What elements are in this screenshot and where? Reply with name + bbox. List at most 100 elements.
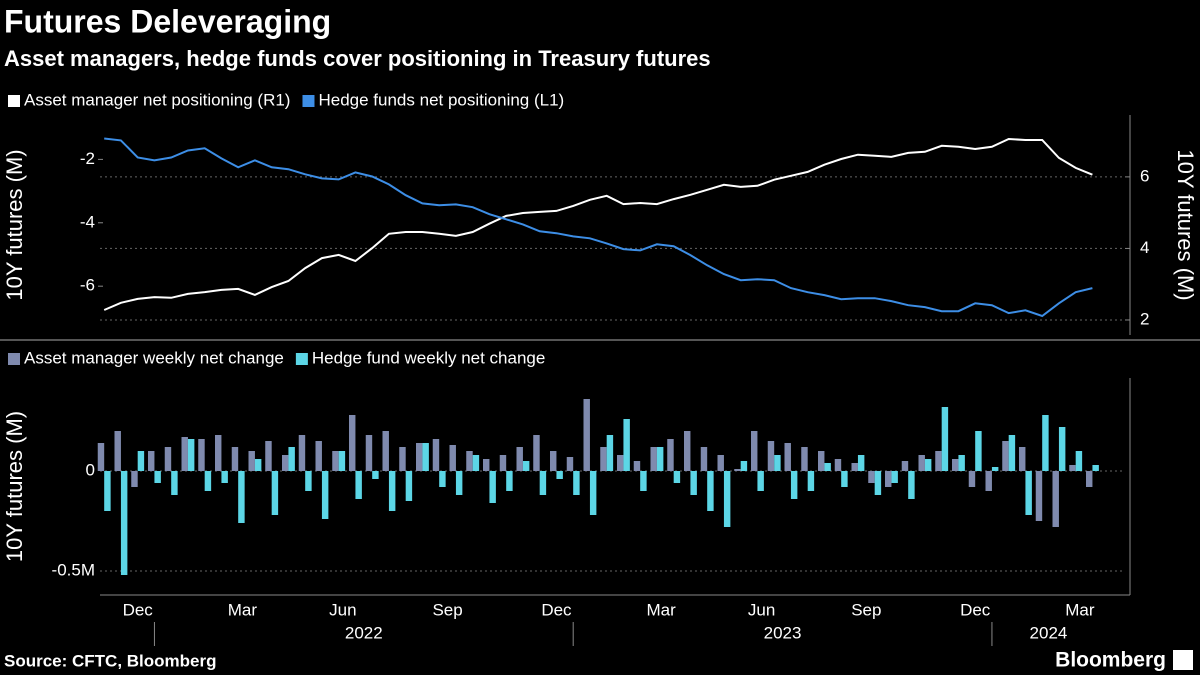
bar [338,451,346,471]
y-axis-title: 10Y futures (M) [2,411,27,562]
bar [137,451,145,471]
bar [1018,447,1026,471]
bar [908,471,915,499]
series-line [104,137,1093,318]
bar [891,471,898,483]
bar [489,471,496,503]
bar [348,415,356,471]
y-tick-label: 0 [86,460,95,479]
bar [1025,471,1032,515]
legend-label: Hedge funds net positioning (L1) [318,90,564,109]
brand: Bloomberg [1055,649,1166,672]
x-tick-label: Sep [851,600,881,619]
bar [784,443,791,471]
bar [834,459,842,471]
bar [432,439,440,471]
y2-tick-label: 2 [1140,309,1149,328]
legend-label: Asset manager net positioning (R1) [24,90,290,109]
bar [683,431,691,471]
bar [556,471,563,479]
bar [305,471,312,491]
x-tick-label: Mar [228,600,258,619]
bar [539,471,547,495]
bar [506,471,513,491]
x-tick-label: Dec [960,600,991,619]
bar [616,455,624,471]
bar [824,463,831,471]
bar [958,455,965,471]
bar [606,435,614,471]
bar [817,451,825,471]
legend-swatch [8,353,20,365]
bar [271,471,279,515]
bar [623,419,630,471]
bar [650,447,657,471]
bar [147,451,155,471]
bar [841,471,848,487]
bar [857,455,865,471]
bar [700,447,708,471]
bar [372,471,379,479]
bar [640,471,647,491]
bar [238,471,245,523]
bar [1042,415,1049,471]
bar [566,457,574,471]
y-tick-label: -6 [80,276,95,295]
bar [740,461,748,471]
bar [1058,427,1066,471]
year-label: 2023 [764,623,802,642]
bar [991,467,999,471]
bar [633,461,641,471]
bar [941,407,949,471]
brand-icon [1173,650,1193,670]
bar [968,471,976,487]
chart-title: Futures Deleveraging [4,3,331,39]
y2-axis-title: 10Y futures (M) [1173,149,1198,300]
bar [499,455,507,471]
year-label: 2024 [1030,623,1068,642]
bar [707,471,714,511]
bar [774,455,781,471]
chart-subtitle: Asset managers, hedge funds cover positi… [4,46,711,71]
bar [198,439,205,471]
bar [851,463,858,471]
bar [868,471,875,483]
bar [600,447,607,471]
bar [455,471,463,495]
bar [382,431,389,471]
y-tick-label: -0.5M [52,560,95,579]
bar [154,471,161,483]
bar [265,441,272,471]
bar [281,455,289,471]
bar [254,459,262,471]
y2-tick-label: 4 [1140,238,1149,257]
bar [466,451,473,471]
bar [1052,471,1059,527]
x-tick-label: Jun [329,600,356,619]
bar [187,439,195,471]
bar [482,459,490,471]
bar [1075,451,1083,471]
bar [583,399,590,471]
bar [667,439,674,471]
bar [516,447,523,471]
legend-swatch [295,353,308,365]
source: Source: CFTC, Bloomberg [4,651,217,670]
bar [723,471,731,527]
bar [449,445,456,471]
bar [388,471,396,511]
bar [399,447,406,471]
bar [365,435,373,471]
bar [288,447,295,471]
bar [975,431,982,471]
bar [171,471,178,495]
bar [97,443,105,471]
bar [214,435,222,471]
bar [522,461,530,471]
bar [104,471,111,511]
bar [874,471,882,495]
bar [1035,471,1043,521]
y-axis-title: 10Y futures (M) [2,149,27,300]
bar [757,471,764,491]
